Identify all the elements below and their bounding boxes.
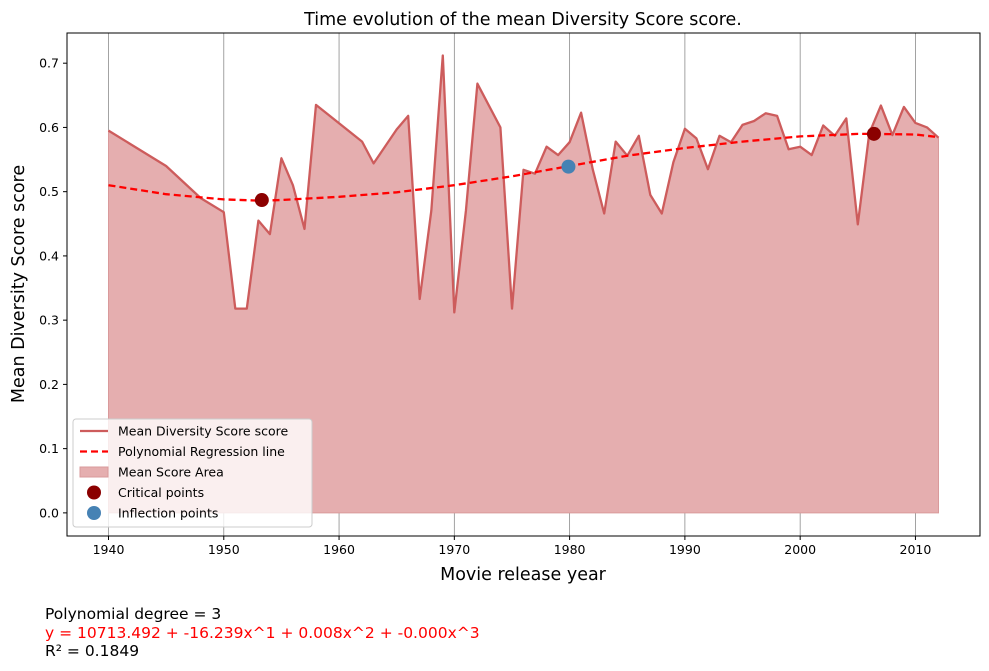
y-tick-label: 0.1: [39, 441, 59, 456]
marker-points: [254, 126, 881, 208]
legend-label: Mean Score Area: [118, 465, 224, 480]
inflection-point: [561, 159, 576, 174]
legend-swatch-area: [79, 466, 109, 478]
legend-label: Polynomial Regression line: [118, 444, 285, 459]
plot-frame: [66, 32, 981, 537]
legend-item: Mean Score Area: [79, 465, 224, 480]
legend-item: Polynomial Regression line: [80, 444, 285, 459]
x-axis-ticks: 1940 1950 1960 1970 1980 1990 2000 2010: [93, 536, 932, 557]
x-tick-label: 2000: [784, 542, 816, 557]
legend: Mean Diversity Score score Polynomial Reg…: [72, 418, 313, 528]
x-tick-label: 1990: [669, 542, 701, 557]
y-tick-label: 0.4: [39, 248, 59, 263]
legend-label: Mean Diversity Score score: [118, 424, 288, 439]
y-tick-label: 0.0: [39, 505, 59, 520]
y-tick-label: 0.6: [39, 120, 59, 135]
legend-swatch-marker: [87, 485, 101, 500]
y-tick-label: 0.5: [39, 184, 59, 199]
x-tick-label: 1940: [93, 542, 125, 557]
y-tick-label: 0.7: [39, 56, 59, 71]
legend-label: Inflection points: [118, 506, 218, 521]
x-axis-label: Movie release year: [440, 565, 607, 585]
legend-swatch-marker: [87, 506, 101, 520]
critical-point: [254, 193, 269, 208]
chart-title: Time evolution of the mean Diversity Sco…: [303, 10, 742, 30]
r-squared-text: R² = 0.1849: [45, 642, 140, 660]
y-axis-ticks: 0.0 0.1 0.2 0.3 0.4 0.5 0.6 0.7: [39, 56, 67, 520]
line-chart: 1940 1950 1960 1970 1980 1990 2000 2010 0.00.10…: [9, 10, 981, 585]
y-tick-label: 0.2: [39, 377, 59, 392]
legend-box: [72, 418, 313, 528]
regression-equation-text: y = 10713.492 + -16.239x^1 + 0.008x^2 + …: [45, 624, 480, 642]
y-axis-label: Mean Diversity Score score: [9, 165, 29, 403]
legend-label: Critical points: [118, 485, 204, 500]
legend-item: Critical points: [87, 485, 204, 500]
x-tick-label: 1960: [323, 542, 355, 557]
mean-diversity-score-line: [107, 54, 940, 314]
x-tick-label: 1950: [208, 542, 240, 557]
x-tick-label: 1980: [554, 542, 586, 557]
legend-item: Inflection points: [87, 506, 218, 521]
legend-item: Mean Diversity Score score: [80, 424, 288, 439]
critical-point: [866, 126, 881, 141]
y-tick-label: 0.3: [39, 313, 59, 328]
polynomial-degree-text: Polynomial degree = 3: [45, 605, 222, 623]
x-tick-label: 1970: [438, 542, 470, 557]
x-tick-label: 2010: [900, 542, 932, 557]
